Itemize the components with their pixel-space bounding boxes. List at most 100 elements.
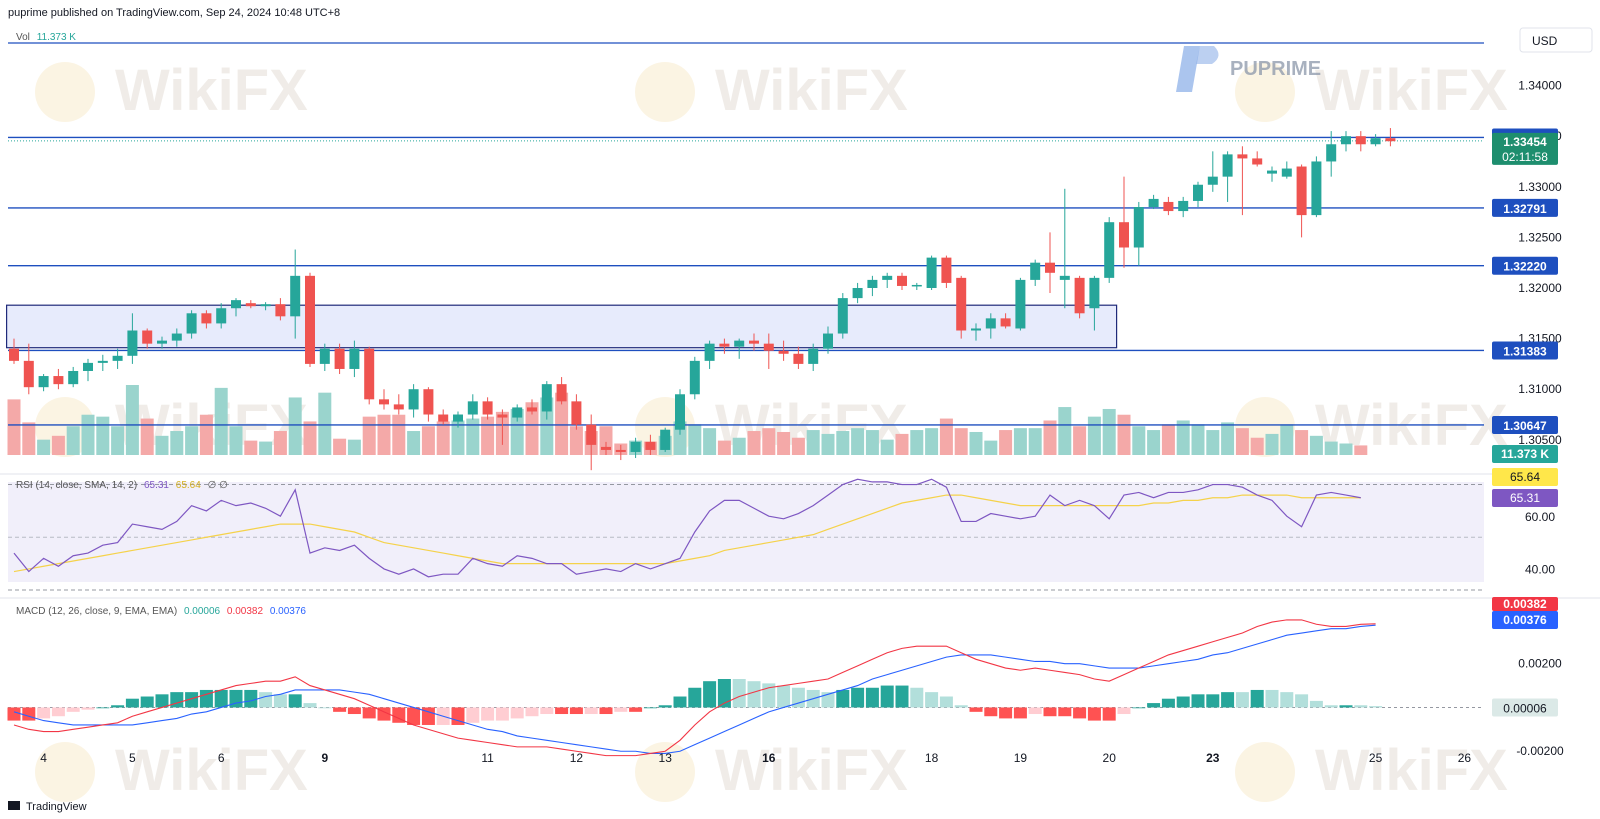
candle-body [453, 414, 463, 422]
macd-histogram-bar [421, 707, 435, 725]
candle-body [1089, 277, 1100, 309]
rsi-tick-label: 60.00 [1525, 510, 1555, 524]
histogram-value-badge [1492, 698, 1558, 717]
candle-body [675, 394, 685, 430]
volume-bar [806, 430, 820, 455]
macd-histogram-bar [954, 705, 968, 708]
macd-histogram-bar [273, 694, 287, 708]
volume-bar [851, 428, 865, 455]
volume-bar [259, 441, 273, 455]
price-tick-label: 1.30500 [1518, 433, 1562, 447]
candle-body [971, 328, 981, 331]
watermark-icon [35, 62, 95, 122]
macd-histogram-bar [185, 692, 199, 708]
watermark-icon [1235, 62, 1295, 122]
x-tick-label: 18 [925, 751, 939, 765]
volume-bar [81, 414, 95, 455]
macd-histogram-bar [555, 707, 569, 715]
macd-histogram-bar [214, 689, 228, 708]
candle-body [1074, 277, 1085, 314]
macd-histogram-bar [614, 707, 628, 712]
macd-histogram-bar [66, 707, 80, 712]
macd-histogram-bar [1087, 707, 1101, 721]
macd-histogram-bar [762, 683, 776, 708]
macd-histogram-bar [347, 707, 361, 715]
macd-histogram-bar [451, 707, 465, 725]
volume-bar [999, 430, 1013, 455]
x-tick-label: 5 [129, 751, 136, 765]
macd-histogram-bar [140, 696, 154, 708]
macd-histogram-bar [821, 692, 835, 708]
macd-histogram-bar [362, 707, 376, 719]
volume-bar [1176, 420, 1190, 455]
macd-histogram-bar [1132, 707, 1146, 709]
volume-bar [37, 439, 51, 455]
currency-label: USD [1532, 34, 1558, 48]
candle-body [1281, 168, 1292, 177]
macd-histogram-bar [1235, 692, 1249, 708]
macd-histogram-bar [303, 703, 317, 708]
volume-bar [1295, 430, 1309, 455]
macd-axis-label: 0.00382 [1503, 597, 1547, 611]
candle-body [157, 340, 167, 344]
volume-bar [969, 431, 983, 455]
candle-body [142, 330, 153, 344]
candle-body [1030, 262, 1041, 280]
candle-body [53, 376, 64, 385]
candle-body [231, 300, 241, 309]
volume-bar [1028, 428, 1042, 455]
macd-histogram-bar [1013, 707, 1027, 719]
rsi-ma-badge [1492, 468, 1558, 486]
volume-bar [1147, 430, 1161, 455]
macd-histogram-bar [392, 707, 406, 723]
candle-body [1163, 201, 1174, 212]
candle-body [734, 340, 745, 347]
tradingview-logo-text: TradingView [26, 801, 87, 813]
volume-bar [347, 439, 361, 455]
candle-body [305, 275, 315, 364]
macd-histogram-bar [510, 707, 524, 719]
volume-bar [569, 426, 583, 455]
volume-bar [525, 402, 539, 455]
level-price-badge [1492, 256, 1558, 275]
candle-body [1326, 144, 1337, 162]
macd-histogram-bar [1369, 706, 1383, 708]
candle-body [1355, 136, 1366, 145]
volume-bar [1265, 433, 1279, 455]
x-tick-label: 13 [659, 751, 673, 765]
volume-bar [362, 416, 376, 455]
macd-legend-label: MACD (12, 26, close, 9, EMA, EMA) [16, 606, 177, 617]
level-price-badge [1492, 198, 1558, 217]
volume-bar [703, 428, 717, 455]
macd-histogram-bar [407, 707, 421, 725]
watermark-text: WikiFX [115, 58, 308, 123]
macd-histogram-bar [155, 694, 169, 708]
candle-body [571, 401, 582, 425]
volume-bar [407, 431, 421, 455]
watermark-text: WikiFX [715, 58, 908, 123]
macd-tick-label: -0.00200 [1516, 744, 1564, 758]
candle-body [1296, 166, 1307, 216]
macd-histogram-bar [836, 689, 850, 708]
candle-body [260, 304, 271, 307]
watermark-icon [1235, 742, 1295, 802]
macd-histogram-bar [1324, 705, 1338, 708]
bar-countdown-label: 02:11:58 [1502, 150, 1548, 164]
volume-bar [111, 426, 125, 455]
candle-body [23, 360, 34, 388]
price-tick-label: 1.34000 [1518, 79, 1562, 93]
macd-legend-hist: 0.00006 [184, 606, 221, 617]
currency-button[interactable] [1519, 27, 1593, 53]
candle-body [793, 353, 804, 364]
macd-histogram-bar [244, 689, 258, 708]
candle-body [68, 370, 79, 385]
candle-body [512, 407, 523, 418]
macd-histogram-bar [717, 679, 731, 708]
macd-histogram-bar [495, 707, 509, 721]
volume-bar [377, 414, 391, 455]
volume-bar [1250, 437, 1264, 455]
consolidation-zone [5, 304, 1118, 349]
candle-body [393, 404, 404, 410]
macd-histogram-bar [1058, 707, 1072, 717]
volume-bar [510, 408, 524, 455]
